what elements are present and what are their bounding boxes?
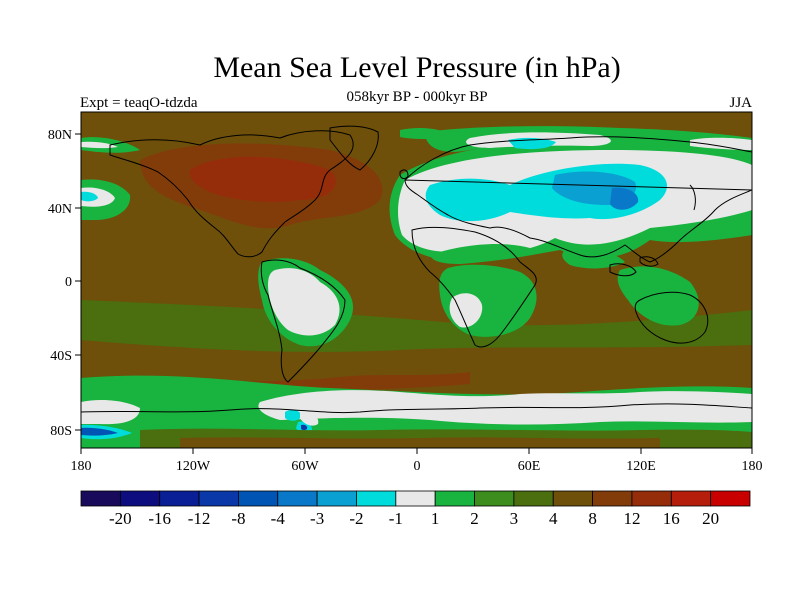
colorbar-label: 4	[549, 509, 558, 528]
colorbar-label: 3	[510, 509, 519, 528]
colorbar-label: -20	[109, 509, 132, 528]
colorbar-swatch	[316, 490, 357, 507]
map-subtitle: 058kyr BP - 000kyr BP	[346, 89, 488, 105]
colorbar-swatch	[670, 490, 712, 507]
colorbar-swatch	[474, 490, 515, 507]
colorbar-swatch	[198, 490, 239, 507]
lat-tick-label: 40S	[50, 349, 72, 364]
colorbar-label: 1	[431, 509, 440, 528]
coastlines	[81, 125, 752, 414]
colorbar-swatch	[434, 490, 475, 507]
colorbar-label: 20	[702, 509, 719, 528]
lon-tick-label: 60W	[291, 459, 319, 474]
lon-tick-label: 120W	[176, 459, 211, 474]
lat-tick-label: 0	[65, 275, 72, 290]
colorbar-swatch	[710, 490, 751, 507]
lon-tick-label: 0	[414, 459, 421, 474]
pressure-field	[81, 112, 752, 448]
colorbar-swatch	[119, 490, 161, 507]
colorbar-swatch	[395, 490, 436, 507]
colorbar-label: -12	[188, 509, 211, 528]
lat-tick-label: 80S	[50, 424, 72, 439]
colorbar-label: -3	[310, 509, 324, 528]
lon-tick-label: 120E	[626, 459, 656, 474]
colorbar-swatch	[631, 490, 672, 507]
colorbar-swatch	[80, 490, 121, 507]
colorbar-label: 12	[623, 509, 640, 528]
colorbar-swatch	[356, 490, 397, 507]
map-title: Mean Sea Level Pressure (in hPa)	[213, 51, 621, 84]
colorbar-label: 16	[663, 509, 680, 528]
colorbar-label: 2	[470, 509, 479, 528]
colorbar-swatch	[277, 490, 318, 507]
colorbar-label: -8	[231, 509, 245, 528]
lon-tick-label: 60E	[518, 459, 541, 474]
colorbar-label: -2	[349, 509, 363, 528]
colorbar-swatch	[238, 490, 279, 507]
lon-axis: 180 120W 60W 0 60E 120E 180	[71, 448, 763, 474]
lat-tick-label: 80N	[48, 128, 72, 143]
lon-tick-label: 180	[742, 459, 763, 474]
colorbar-swatch	[592, 490, 633, 507]
lat-tick-label: 40N	[48, 202, 72, 217]
colorbar-label: -4	[271, 509, 286, 528]
colorbar: -20 -16 -12 -8 -4 -3 -2 -1 1 2 3 4 8 12 16 20	[80, 490, 751, 528]
colorbar-label: 8	[588, 509, 597, 528]
experiment-label: Expt = teaqO-tdzda	[80, 95, 198, 111]
lon-tick-label: 180	[71, 459, 92, 474]
season-label: JJA	[729, 95, 752, 111]
colorbar-swatch	[159, 490, 200, 507]
colorbar-label: -16	[148, 509, 171, 528]
lat-axis: 80N 40N 0 40S 80S	[48, 128, 81, 439]
colorbar-label: -1	[389, 509, 403, 528]
colorbar-swatch	[552, 490, 593, 507]
colorbar-swatch	[513, 490, 554, 507]
